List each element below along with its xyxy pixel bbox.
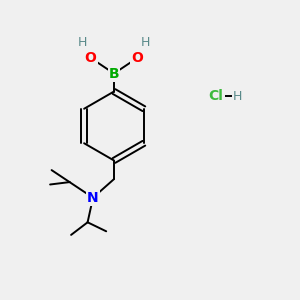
Text: H: H: [141, 36, 151, 49]
Text: Cl: Cl: [208, 89, 224, 103]
Text: O: O: [131, 51, 143, 65]
Text: N: N: [87, 191, 99, 205]
Text: H: H: [233, 89, 242, 103]
Text: H: H: [77, 36, 87, 49]
Text: B: B: [109, 67, 119, 80]
Text: O: O: [85, 51, 97, 65]
